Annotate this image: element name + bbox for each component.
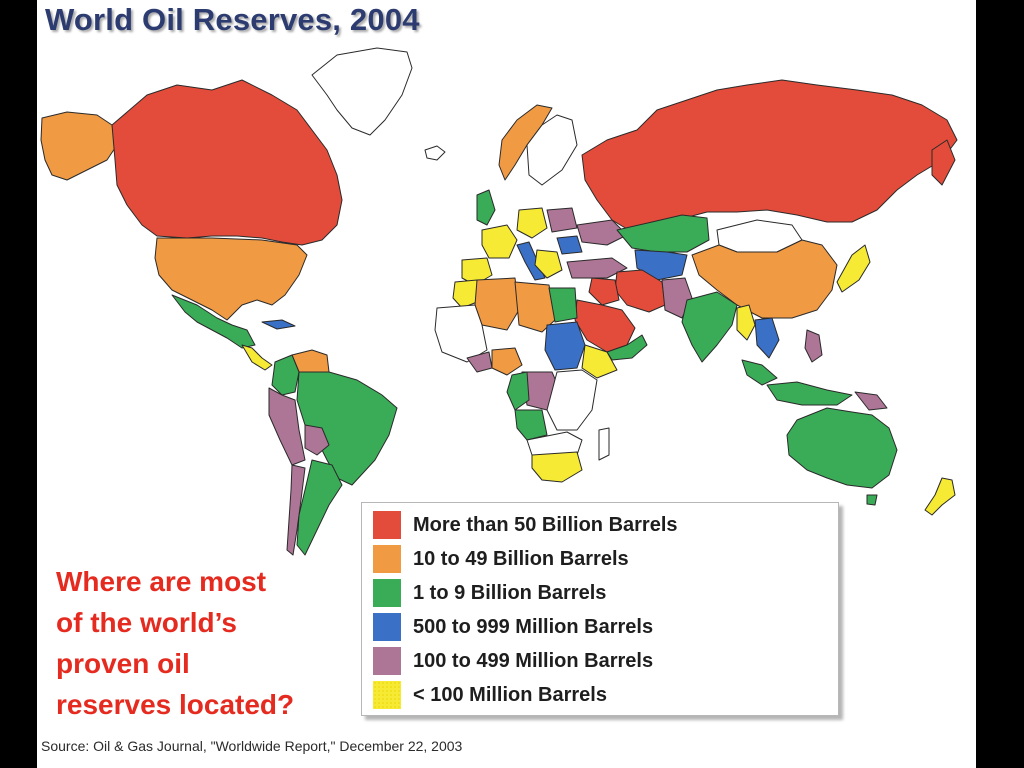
region-bolivia bbox=[304, 424, 330, 456]
legend-item: 500 to 999 Million Barrels bbox=[373, 613, 653, 641]
region-malaysia bbox=[741, 359, 778, 386]
legend-item: 1 to 9 Billion Barrels bbox=[373, 579, 606, 607]
legend-swatch bbox=[373, 511, 401, 539]
region-sudan bbox=[544, 321, 586, 371]
region-canada bbox=[111, 79, 343, 246]
legend-item: < 100 Million Barrels bbox=[373, 681, 607, 709]
region-sweden-finland bbox=[526, 114, 578, 186]
legend-label: 1 to 9 Billion Barrels bbox=[413, 581, 607, 604]
source-citation: Source: Oil & Gas Journal, "Worldwide Re… bbox=[41, 738, 463, 754]
region-romania bbox=[556, 235, 583, 255]
legend-item: More than 50 Billion Barrels bbox=[373, 511, 678, 539]
region-ecuador-peru bbox=[268, 387, 306, 466]
region-indonesia bbox=[766, 381, 853, 406]
region-germany bbox=[516, 207, 548, 239]
legend-label: 100 to 499 Million Barrels bbox=[413, 649, 654, 672]
legend-swatch bbox=[373, 613, 401, 641]
region-madagascar bbox=[598, 427, 610, 461]
region-south-africa bbox=[531, 451, 583, 483]
page-title: World Oil Reserves, 2004 bbox=[45, 2, 420, 37]
slide: World Oil Reserves, 2004 More than 50 Bi… bbox=[37, 0, 976, 768]
region-central-america bbox=[241, 344, 273, 371]
region-thailand-vietnam bbox=[754, 317, 780, 359]
region-myanmar bbox=[736, 304, 756, 341]
region-iceland bbox=[424, 145, 446, 161]
region-philippines bbox=[804, 329, 823, 363]
region-kazakhstan bbox=[616, 214, 710, 253]
region-ukraine bbox=[576, 219, 628, 246]
map-legend: More than 50 Billion Barrels 10 to 49 Bi… bbox=[361, 502, 839, 716]
region-poland bbox=[546, 207, 578, 233]
legend-swatch bbox=[373, 647, 401, 675]
region-uk bbox=[476, 189, 496, 226]
region-gabon-angola bbox=[506, 371, 530, 411]
region-papua bbox=[854, 391, 888, 411]
region-argentina bbox=[296, 459, 343, 556]
legend-swatch bbox=[373, 545, 401, 573]
region-gulf-guinea bbox=[466, 351, 493, 373]
region-morocco bbox=[452, 279, 483, 309]
region-cuba bbox=[261, 319, 296, 330]
region-colombia bbox=[271, 354, 300, 396]
region-russia bbox=[581, 79, 958, 233]
region-india bbox=[681, 291, 738, 363]
world-map bbox=[40, 47, 958, 556]
legend-label: < 100 Million Barrels bbox=[413, 683, 607, 706]
discussion-question: Where are most of the world’s proven oil… bbox=[56, 566, 295, 720]
region-iraq bbox=[588, 277, 620, 306]
legend-item: 10 to 49 Billion Barrels bbox=[373, 545, 629, 573]
legend-item: 100 to 499 Million Barrels bbox=[373, 647, 653, 675]
region-nigeria bbox=[491, 347, 523, 376]
legend-swatch bbox=[373, 681, 401, 709]
legend-label: 10 to 49 Billion Barrels bbox=[413, 547, 629, 570]
legend-label: More than 50 Billion Barrels bbox=[413, 513, 678, 536]
region-ethiopia bbox=[581, 344, 618, 379]
region-tasmania bbox=[866, 494, 878, 506]
region-east-africa bbox=[546, 369, 598, 431]
region-france bbox=[481, 224, 518, 259]
region-new-zealand bbox=[924, 477, 956, 516]
region-angola bbox=[514, 409, 548, 441]
region-japan bbox=[836, 244, 871, 293]
region-egypt bbox=[548, 287, 578, 323]
region-algeria bbox=[474, 277, 520, 331]
legend-swatch bbox=[373, 579, 401, 607]
region-australia bbox=[786, 407, 898, 489]
region-greenland bbox=[311, 47, 413, 136]
region-chile bbox=[286, 464, 306, 556]
region-italy bbox=[516, 241, 546, 281]
region-balkans bbox=[534, 249, 563, 279]
region-central-asia bbox=[634, 249, 688, 281]
region-kamchatka bbox=[931, 139, 956, 186]
legend-label: 500 to 999 Million Barrels bbox=[413, 615, 654, 638]
region-usa bbox=[154, 237, 308, 321]
region-alaska bbox=[40, 111, 118, 181]
region-china bbox=[691, 239, 838, 319]
